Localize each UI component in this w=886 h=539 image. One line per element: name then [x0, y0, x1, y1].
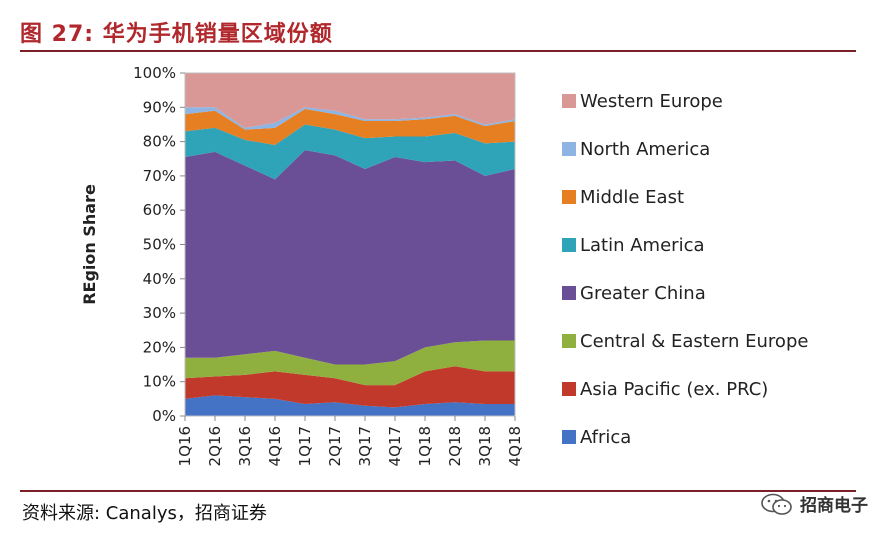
legend-label-north-america: North America: [580, 139, 710, 160]
area-latin-america: [185, 124, 515, 180]
legend-swatch-north-america: [562, 142, 576, 156]
area-north-america: [185, 107, 515, 130]
title-divider: [20, 50, 856, 52]
y-axis-title: REgion Share: [80, 184, 99, 305]
x-tick-label: 4Q16: [266, 426, 284, 466]
legend-swatch-greater-china: [562, 286, 576, 300]
y-tick-label: 30%: [143, 304, 176, 322]
y-tick-label: 70%: [143, 167, 176, 185]
area-greater-china: [185, 150, 515, 365]
x-tick-label: 3Q17: [356, 426, 374, 466]
legend-label-latin-america: Latin America: [580, 235, 705, 256]
legend-label-central-eastern-europe: Central & Eastern Europe: [580, 331, 808, 352]
y-tick-label: 90%: [143, 98, 176, 116]
watermark-text: 招商电子: [800, 496, 868, 516]
x-tick-label: 4Q18: [506, 426, 524, 466]
legend-swatch-central-eastern-europe: [562, 334, 576, 348]
legend-label-western-europe: Western Europe: [580, 91, 723, 112]
chart-container: 0% 10% 20% 30% 40% 50% 60% 70% 80% 90% 100% 1Q16 2Q1…: [0, 58, 886, 492]
area-africa: [185, 395, 515, 416]
legend-swatch-africa: [562, 430, 576, 444]
legend-label-middle-east: Middle East: [580, 187, 684, 208]
y-tick-label: 50%: [143, 236, 176, 254]
legend-label-greater-china: Greater China: [580, 283, 706, 304]
area-middle-east: [185, 109, 515, 146]
legend-label-africa: Africa: [580, 427, 631, 448]
y-tick-label: 10%: [143, 373, 176, 391]
watermark: 招商电子: [760, 491, 868, 516]
x-tick-label: 4Q17: [386, 426, 404, 466]
area-central-eastern-europe: [185, 340, 515, 386]
legend-swatch-asia-pacific-ex-prc: [562, 382, 576, 396]
legend-swatch-western-europe: [562, 94, 576, 108]
y-tick-label: 100%: [133, 64, 176, 82]
legend-label-asia-pacific-ex-prc: Asia Pacific (ex. PRC): [580, 379, 768, 400]
footer-divider: [20, 490, 856, 492]
x-tick-label: 2Q18: [446, 426, 464, 466]
legend-swatch-middle-east: [562, 190, 576, 204]
x-tick-label: 3Q18: [476, 426, 494, 466]
y-tick-label: 20%: [143, 338, 176, 356]
y-tick-label: 40%: [143, 270, 176, 288]
source-note: 资料来源: Canalys，招商证券: [22, 503, 267, 524]
y-tick-label: 0%: [152, 407, 176, 425]
x-tick-label: 2Q16: [206, 426, 224, 466]
y-tick-label: 80%: [143, 133, 176, 151]
x-tick-label: 1Q18: [416, 426, 434, 466]
x-tick-label: 2Q17: [326, 426, 344, 466]
x-tick-label: 3Q16: [236, 426, 254, 466]
region-share-chart: 0% 10% 20% 30% 40% 50% 60% 70% 80% 90% 100% 1Q16 2Q1…: [80, 64, 808, 466]
area-asia-pacific-ex-prc: [185, 366, 515, 408]
x-tick-label: 1Q16: [176, 426, 194, 466]
area-western-europe: [185, 73, 515, 128]
x-tick-label: 1Q17: [296, 426, 314, 466]
figure-title: 图 27: 华为手机销量区域份额: [20, 22, 333, 47]
legend-swatch-latin-america: [562, 238, 576, 252]
wechat-icon: [761, 493, 792, 515]
y-tick-label: 60%: [143, 201, 176, 219]
